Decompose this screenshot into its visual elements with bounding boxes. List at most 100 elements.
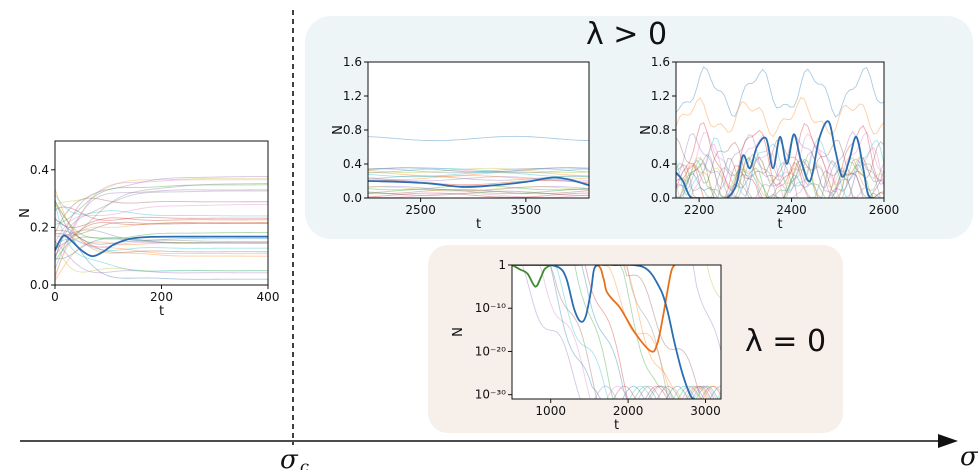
background-series-line — [368, 188, 589, 194]
x-axis-label: t — [777, 217, 782, 232]
y-tick-label: 0.4 — [343, 157, 362, 171]
panel-bottom: 1000 2000 3000 1 10⁻¹⁰ 10⁻²⁰ 10⁻³⁰ t N — [451, 258, 722, 433]
background-series-line — [55, 197, 268, 233]
series-group — [512, 265, 721, 399]
highlight-series-line — [368, 176, 589, 188]
background-series-line — [512, 265, 721, 399]
highlight-orange-line — [512, 265, 676, 353]
background-series-line — [55, 217, 268, 229]
y-axis-label: N — [639, 125, 654, 135]
background-series-line — [55, 238, 268, 260]
background-series-line — [676, 151, 884, 198]
background-series-line — [55, 222, 268, 249]
y-tick-label: 0.2 — [30, 220, 49, 234]
background-series-line — [55, 241, 268, 281]
highlight-green-line — [512, 265, 552, 288]
background-series-line — [512, 265, 717, 399]
background-series-line — [55, 199, 268, 280]
background-series-line — [676, 155, 884, 189]
x-tick-label: 0 — [51, 290, 59, 304]
background-series-line — [368, 167, 589, 174]
x-tick-label: 200 — [150, 290, 173, 304]
y-axis-label: N — [451, 327, 466, 337]
y-tick-label: 1 — [498, 258, 506, 272]
panel-left: 0 200 400 0.0 0.2 0.4 t N — [18, 140, 279, 319]
background-series-line — [55, 200, 268, 244]
background-series-line — [676, 131, 884, 186]
background-series-line — [368, 176, 589, 182]
background-series-line — [55, 183, 268, 257]
x-axis-label: t — [476, 217, 481, 232]
background-series-line — [55, 176, 268, 259]
background-series-line — [55, 194, 268, 217]
plot-area — [512, 265, 721, 399]
background-series-line — [368, 192, 589, 198]
background-series-line — [368, 180, 589, 186]
background-series-line — [676, 96, 884, 138]
background-series-line — [368, 167, 589, 173]
background-series-line — [512, 265, 721, 399]
y-tick-label: 1.6 — [651, 55, 670, 69]
background-series-line — [368, 167, 589, 173]
background-series-line — [368, 189, 589, 195]
y-tick-label: 10⁻²⁰ — [475, 344, 506, 358]
x-tick-label: 2200 — [684, 203, 715, 217]
y-tick-label: 0.8 — [343, 123, 362, 137]
y-tick-label: 10⁻¹⁰ — [475, 301, 506, 315]
sigma-axis-arrowhead — [938, 434, 958, 448]
highlight-series-line — [676, 120, 874, 198]
highlight-series-line — [55, 234, 268, 258]
x-tick-label: 2500 — [405, 203, 436, 217]
series-group — [368, 135, 589, 198]
y-tick-label: 10⁻³⁰ — [475, 388, 506, 402]
background-series-line — [368, 168, 589, 174]
background-series-line — [368, 185, 589, 192]
series-group — [676, 66, 884, 198]
background-series-line — [55, 204, 268, 244]
background-series-line — [55, 229, 268, 242]
background-series-line — [368, 190, 589, 196]
background-series-line — [512, 265, 712, 399]
background-series-line — [368, 175, 589, 181]
x-tick-label: 3500 — [511, 203, 542, 217]
background-series-line — [676, 157, 884, 198]
y-tick-label: 0.4 — [651, 157, 670, 171]
background-series-line — [55, 189, 268, 270]
background-series-line — [55, 184, 268, 225]
y-tick-label: 0.8 — [651, 123, 670, 137]
background-series-line — [512, 265, 708, 399]
background-series-line — [676, 143, 884, 198]
sigma-c-subscript: c — [300, 457, 309, 470]
plot-area — [55, 141, 268, 285]
x-tick-label: 1000 — [535, 404, 566, 418]
y-axis-label: N — [331, 125, 346, 135]
background-series-line — [512, 265, 721, 399]
background-series-line — [676, 156, 884, 198]
background-series-line — [368, 192, 589, 198]
sigma-c-label: σ — [280, 445, 299, 470]
background-series-line — [55, 222, 268, 276]
background-series-line — [368, 171, 589, 177]
background-series-line — [676, 159, 884, 198]
x-tick-label: 2000 — [613, 404, 644, 418]
background-series-line — [55, 219, 268, 245]
background-series-line — [512, 265, 715, 399]
background-series-line — [368, 172, 589, 178]
y-axis-label: N — [18, 208, 33, 218]
background-series-line — [55, 240, 268, 273]
y-tick-label: 0.0 — [30, 278, 49, 292]
y-tick-label: 1.2 — [651, 89, 670, 103]
background-series-line — [676, 130, 884, 190]
sigma-axis-label: σ — [960, 442, 978, 470]
background-series-line — [55, 177, 268, 206]
background-series-line — [676, 137, 884, 186]
y-tick-label: 1.6 — [343, 55, 362, 69]
background-series-line — [676, 122, 884, 193]
background-series-line — [55, 179, 268, 279]
background-series-line — [55, 206, 268, 221]
background-series-line — [55, 233, 268, 248]
background-series-line — [676, 162, 884, 198]
background-series-line — [676, 161, 884, 198]
background-series-line — [55, 241, 268, 274]
